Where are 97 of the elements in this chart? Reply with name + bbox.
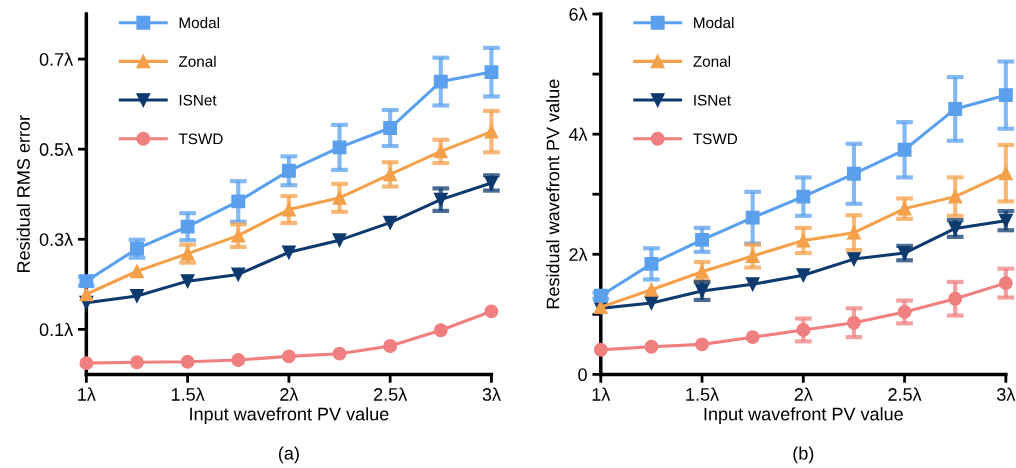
point [644,339,659,354]
point [796,323,811,337]
x-tick-label: 2.5λ [888,387,922,401]
point [332,190,347,205]
legend-label: Modal [694,16,734,29]
x-tick-label: 2λ [280,387,299,401]
text: (a) [278,446,299,464]
point [180,354,195,369]
y-axis-title: Residual wavefront PV value [546,79,560,309]
point [231,194,246,209]
legend-label: Zonal [178,55,216,67]
point [130,241,144,256]
point [231,353,246,367]
point [796,268,811,283]
point [695,283,709,298]
point [383,339,398,353]
x-axis-title: Input wavefront PV value [190,407,389,425]
point [281,349,296,364]
x-tick-label: 3λ [482,387,501,401]
point [948,291,963,306]
point [180,219,195,234]
point [644,256,659,271]
y-tick-label: 6λ [569,7,588,21]
point [745,249,760,264]
legend-label: Modal [179,16,220,29]
point [484,304,499,319]
point [180,274,195,289]
y-tick-label: 0.7λ [39,52,74,66]
point [998,213,1013,228]
y-tick-label: 0 [578,368,587,382]
point [231,267,246,282]
point [695,232,709,247]
point [433,144,448,159]
point [948,221,963,236]
x-tick-label: 1λ [78,387,96,401]
point [383,121,398,135]
point [745,277,760,292]
point [130,264,144,279]
x-tick-label: 2λ [794,387,813,401]
x-tick-label: 1λ [592,387,611,401]
point [998,276,1013,291]
point [231,228,246,243]
point [846,252,861,267]
point [644,282,659,297]
y-tick-label: 4λ [568,127,588,141]
point [130,289,144,303]
point [281,163,296,178]
point [79,356,94,371]
point [281,245,296,260]
y-tick-label: 0.3λ [39,232,74,246]
point [948,189,963,204]
legend-label: Zonal [693,55,731,67]
x-tick-label: 2.5λ [374,387,408,401]
point [846,225,861,240]
x-tick-label: 3λ [996,387,1016,401]
y-tick-label: 0.1λ [39,322,74,337]
point [846,166,861,181]
x-tick-label: 1.5λ [686,387,719,401]
point [332,233,347,248]
point [897,304,912,319]
point [948,101,963,116]
point [695,264,709,279]
point [897,201,912,216]
point [644,295,659,310]
point [745,330,760,345]
point [332,346,347,361]
point [130,355,144,370]
point [998,88,1013,103]
point [180,246,195,261]
legend-label: ISNet [179,94,217,106]
point [433,74,448,89]
legend-label: TSWD [693,133,738,145]
point [281,202,296,217]
point [796,189,811,204]
point [332,140,347,155]
point [383,215,398,230]
point [695,337,709,352]
y-tick-label: 0.5λ [39,142,74,156]
point [796,233,811,248]
point [433,323,448,338]
y-tick-label: 2λ [569,247,588,261]
legend-label: TSWD [178,133,223,145]
point [484,124,499,139]
point [846,315,861,330]
text: (b) [793,446,814,464]
point [897,142,912,157]
legend-label: ISNet [694,94,731,106]
point [484,65,499,80]
point [745,210,760,225]
x-axis-title: Input wavefront PV value [704,407,903,425]
point [383,167,398,182]
point [79,287,94,302]
x-tick-label: 1.5λ [171,387,205,401]
point [593,342,608,357]
y-axis-title: Residual RMS error [16,115,30,272]
point [433,192,448,207]
point [998,166,1013,181]
